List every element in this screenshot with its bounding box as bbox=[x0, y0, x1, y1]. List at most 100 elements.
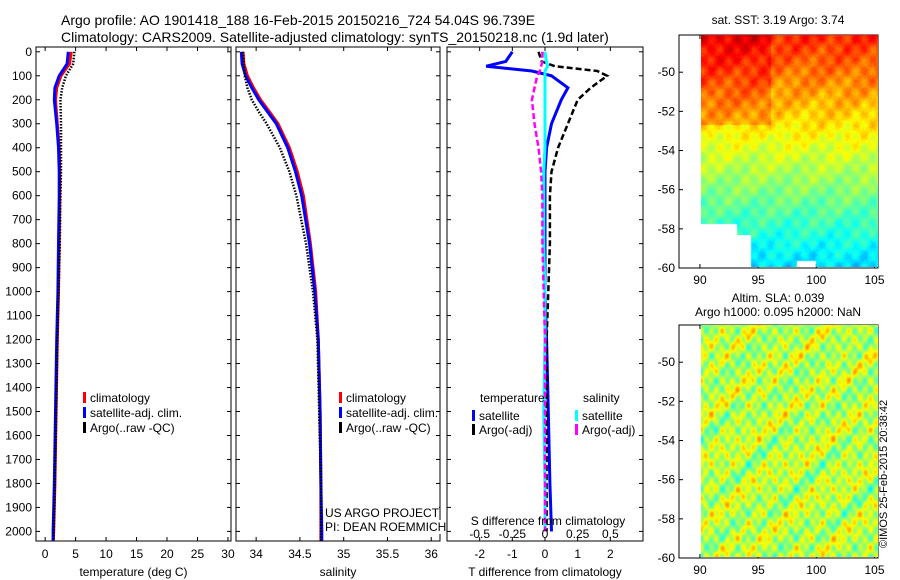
sst-map-title: sat. SST: 3.19 Argo: 3.74 bbox=[712, 13, 845, 27]
sla-map-image bbox=[701, 325, 878, 557]
series-s-argo-adj- bbox=[532, 52, 545, 532]
title-line-2: Climatology: CARS2009. Satellite-adjuste… bbox=[61, 29, 609, 45]
legend-swatch bbox=[575, 424, 578, 435]
y-tick-label: 800 bbox=[12, 237, 32, 251]
legend-label: climatology bbox=[90, 391, 150, 405]
x-tick-label: 0 bbox=[42, 547, 49, 561]
x-axis-label: temperature (deg C) bbox=[79, 565, 187, 579]
y-tick-label: -58 bbox=[658, 222, 676, 236]
x-tick-label: 0 bbox=[542, 547, 549, 561]
legend-label: Argo(-adj) bbox=[582, 423, 635, 437]
y-tick-label: -56 bbox=[658, 183, 676, 197]
x-axis-label: T difference from climatology bbox=[468, 565, 622, 579]
legend-swatch bbox=[339, 407, 342, 418]
y-tick-label: 1900 bbox=[5, 500, 32, 514]
y-tick-label: -54 bbox=[658, 144, 676, 158]
legend-swatch bbox=[83, 422, 86, 433]
y-tick-label: 1000 bbox=[5, 285, 32, 299]
y-tick-label: -54 bbox=[658, 434, 676, 448]
x-tick-label: 36 bbox=[425, 547, 439, 561]
series-t-satellite bbox=[486, 52, 568, 532]
legend-label: climatology bbox=[346, 391, 406, 405]
x-tick-label: 100 bbox=[806, 563, 826, 577]
y-tick-label: -56 bbox=[658, 473, 676, 487]
series-argo-raw-qc- bbox=[243, 52, 321, 541]
x-tick-label: -2 bbox=[474, 547, 485, 561]
legend-swatch bbox=[472, 410, 475, 421]
legend-swatch bbox=[575, 410, 578, 421]
y-tick-label: 1500 bbox=[5, 405, 32, 419]
y-tick-label: 2000 bbox=[5, 524, 32, 538]
pi-text: PI: DEAN ROEMMICH bbox=[325, 520, 446, 534]
x2-tick-label: 0.5 bbox=[602, 527, 619, 541]
y-tick-label: 1100 bbox=[6, 309, 32, 323]
series-climatology bbox=[243, 52, 321, 541]
argo-profile-figure: 0 100 200 300 400 500 600 700 800 900 1000 1100 1200… bbox=[0, 0, 900, 580]
credit-text: US ARGO PROJECT bbox=[325, 506, 439, 520]
sla-map-subtitle: Argo h1000: 0.095 h2000: NaN bbox=[695, 305, 861, 319]
x-tick-label: 105 bbox=[864, 273, 884, 287]
x-tick-label: 100 bbox=[806, 273, 826, 287]
x-tick-label: 35 bbox=[337, 547, 351, 561]
footer-stamp: ©IMOS 25-Feb-2015 20:38:42 bbox=[878, 400, 890, 548]
legend-label: Argo(..raw -QC) bbox=[90, 421, 175, 435]
y-tick-label: 1300 bbox=[5, 357, 32, 371]
x2-tick-label: 0 bbox=[542, 527, 549, 541]
legend-label: satellite bbox=[479, 409, 520, 423]
temperature-profile-frame bbox=[36, 47, 231, 541]
x-tick-label: 90 bbox=[693, 273, 707, 287]
legend-swatch bbox=[83, 407, 86, 418]
x-tick-label: 25 bbox=[191, 547, 205, 561]
x-tick-label: 10 bbox=[99, 547, 113, 561]
y-tick-label: 1600 bbox=[5, 428, 32, 442]
sla-map-title: Altim. SLA: 0.039 bbox=[732, 291, 825, 305]
x2-tick-label: 0.25 bbox=[566, 527, 590, 541]
y-tick-label: 900 bbox=[12, 261, 32, 275]
x-tick-label: 90 bbox=[693, 563, 707, 577]
legend-title-temperature: temperature bbox=[480, 391, 545, 405]
y-tick-label: 500 bbox=[12, 165, 32, 179]
y-tick-label: 700 bbox=[12, 213, 32, 227]
x-tick-label: -1 bbox=[507, 547, 518, 561]
legend-label: satellite-adj. clim. bbox=[346, 406, 438, 420]
y-tick-label: 600 bbox=[12, 189, 32, 203]
x-axis-label: salinity bbox=[320, 565, 357, 579]
sst-map-image bbox=[701, 35, 878, 267]
x-tick-label: 34 bbox=[249, 547, 263, 561]
legend-swatch bbox=[339, 422, 342, 433]
y-tick-label: -52 bbox=[658, 104, 676, 118]
legend-swatch bbox=[472, 424, 475, 435]
y-tick-label: 400 bbox=[12, 141, 32, 155]
legend-label: Argo(..raw -QC) bbox=[346, 421, 431, 435]
salinity-profile-frame bbox=[236, 47, 440, 541]
x-tick-label: 105 bbox=[864, 563, 884, 577]
x-tick-label: 95 bbox=[751, 273, 765, 287]
y-tick-label: -58 bbox=[658, 512, 676, 526]
y-tick-label: 200 bbox=[12, 93, 32, 107]
x2-tick-label: -0.25 bbox=[499, 527, 527, 541]
x-tick-label: 5 bbox=[72, 547, 79, 561]
y-tick-label: 1700 bbox=[5, 452, 32, 466]
y-tick-label: -60 bbox=[658, 551, 676, 565]
legend-swatch bbox=[339, 392, 342, 403]
x-tick-label: 15 bbox=[130, 547, 144, 561]
x-tick-label: 20 bbox=[160, 547, 174, 561]
x-tick-label: 35.5 bbox=[376, 547, 400, 561]
x-tick-label: 1 bbox=[574, 547, 581, 561]
y-tick-label: -50 bbox=[658, 65, 676, 79]
legend-swatch bbox=[83, 392, 86, 403]
y-tick-label: 1200 bbox=[5, 333, 32, 347]
y-tick-label: 1800 bbox=[5, 476, 32, 490]
y-tick-label: 300 bbox=[12, 117, 32, 131]
y-tick-label: -52 bbox=[658, 394, 676, 408]
x2-tick-label: -0.5 bbox=[469, 527, 490, 541]
y-tick-label: 1400 bbox=[5, 381, 32, 395]
x-tick-label: 95 bbox=[751, 563, 765, 577]
x-tick-label: 2 bbox=[607, 547, 614, 561]
x-tick-label: 34.5 bbox=[288, 547, 312, 561]
legend-label: Argo(-adj) bbox=[479, 423, 532, 437]
series-satellite-adj-clim- bbox=[241, 52, 321, 541]
x-tick-label: 30 bbox=[221, 547, 235, 561]
y-tick-label: 100 bbox=[12, 69, 32, 83]
y-tick-label: 0 bbox=[25, 45, 32, 59]
